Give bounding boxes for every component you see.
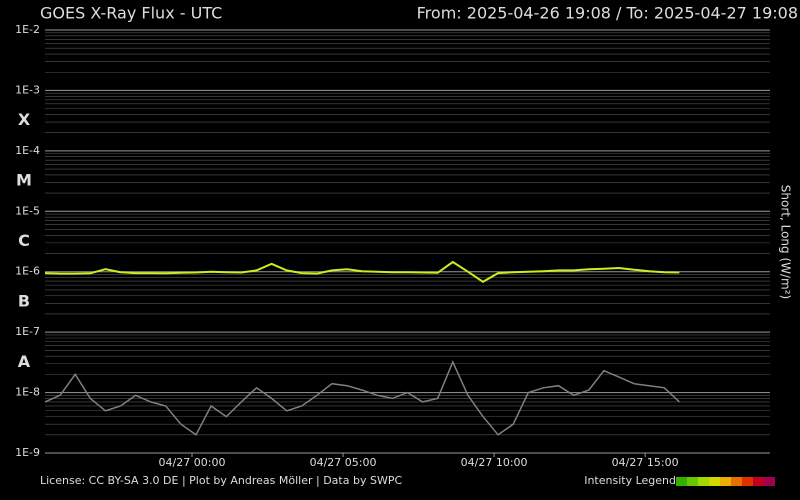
chart-title: GOES X-Ray Flux - UTC xyxy=(40,4,222,23)
y-tick-label: 1E-2 xyxy=(15,23,40,36)
flare-class-label: M xyxy=(16,171,32,190)
flare-class-label: X xyxy=(18,110,31,129)
intensity-swatch xyxy=(709,477,720,486)
series-line xyxy=(44,360,680,436)
flare-class-label: C xyxy=(18,231,30,250)
intensity-swatch xyxy=(753,477,764,486)
y-tick-label: 1E-7 xyxy=(15,325,40,338)
y-axis-title: Short, Long (W/m²) xyxy=(779,185,793,299)
x-tick-label: 04/27 10:00 xyxy=(461,456,528,469)
footer: License: CC BY-SA 3.0 DE | Plot by Andre… xyxy=(40,474,402,487)
intensity-swatch xyxy=(687,477,698,486)
y-tick-label: 1E-9 xyxy=(15,446,40,459)
y-tick-label: 1E-5 xyxy=(15,204,40,217)
x-tick-label: 04/27 15:00 xyxy=(612,456,679,469)
y-tick-label: 1E-6 xyxy=(15,265,40,278)
intensity-swatch xyxy=(742,477,753,486)
flare-class-label: B xyxy=(18,291,30,310)
legend-title: Intensity Legend xyxy=(584,474,676,487)
intensity-swatch xyxy=(764,477,775,486)
y-tick-label: 1E-3 xyxy=(15,83,40,96)
series-line xyxy=(44,260,680,283)
x-tick-label: 04/27 00:00 xyxy=(159,456,226,469)
flare-class-label: A xyxy=(18,352,31,371)
chart-subtitle: From: 2025-04-26 19:08 / To: 2025-04-27 … xyxy=(417,4,798,23)
intensity-swatch xyxy=(720,477,731,486)
x-tick-label: 04/27 05:00 xyxy=(310,456,377,469)
y-tick-label: 1E-8 xyxy=(15,386,40,399)
intensity-swatch xyxy=(731,477,742,486)
intensity-swatch xyxy=(676,477,687,486)
intensity-swatch xyxy=(698,477,709,486)
y-tick-label: 1E-4 xyxy=(15,144,40,157)
